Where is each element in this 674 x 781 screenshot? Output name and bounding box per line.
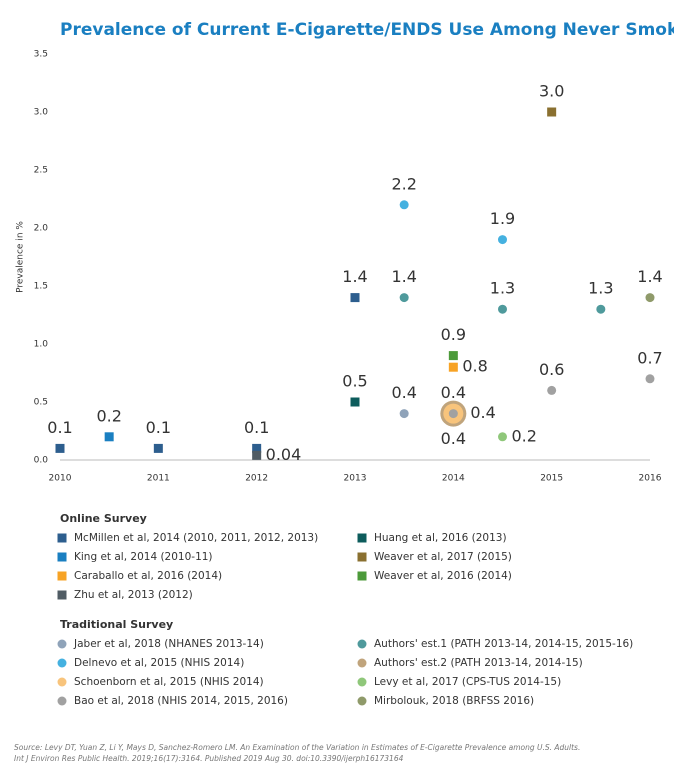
y-tick-label: 2.0 (34, 224, 49, 234)
y-tick-label: 1.0 (34, 340, 49, 350)
point (350, 397, 360, 407)
y-tick-label: 2.5 (34, 166, 48, 176)
legend-label: Caraballo et al, 2016 (2014) (74, 570, 222, 582)
data-label: 0.04 (266, 445, 302, 464)
legend-marker (57, 571, 67, 581)
data-label: 0.4 (441, 429, 466, 448)
legend-marker (357, 658, 367, 668)
x-tick-label: 2010 (49, 474, 72, 484)
point (498, 432, 507, 442)
legend-marker (57, 639, 67, 649)
data-label: 1.4 (637, 267, 662, 286)
chart-title: Prevalence of Current E-Cigarette/ENDS U… (60, 20, 674, 40)
data-label: 0.2 (96, 406, 121, 425)
data-label: 0.4 (391, 383, 416, 402)
point (547, 107, 557, 117)
legend-label: Huang et al, 2016 (2013) (374, 532, 507, 544)
point (399, 200, 409, 210)
y-tick-label: 3.5 (34, 50, 48, 60)
data-label: 0.1 (244, 418, 269, 437)
point (153, 443, 163, 453)
data-label: 1.4 (342, 267, 367, 286)
point (350, 293, 360, 303)
legend-marker (57, 533, 67, 543)
data-label: 0.5 (342, 372, 367, 391)
point (645, 293, 655, 303)
legend-label: Authors' est.2 (PATH 2013-14, 2014-15) (374, 657, 583, 669)
data-label: 1.3 (490, 279, 515, 298)
point (498, 304, 507, 314)
point (104, 432, 114, 442)
data-label: 0.4 (470, 403, 495, 422)
x-tick-label: 2012 (245, 474, 268, 484)
data-label: 0.1 (146, 418, 171, 437)
source-note: Source: Levy DT, Yuan Z, Li Y, Mays D, S… (14, 743, 580, 752)
legend-label: Weaver et al, 2016 (2014) (374, 570, 512, 582)
point (399, 409, 409, 419)
x-tick-label: 2014 (442, 474, 465, 484)
x-tick-label: 2011 (147, 474, 170, 484)
x-tick-label: 2016 (639, 474, 662, 484)
point (252, 450, 262, 460)
point (448, 362, 458, 372)
point (399, 293, 409, 303)
legend-label: Schoenborn et al, 2015 (NHIS 2014) (74, 676, 264, 688)
legend-marker (357, 533, 367, 543)
y-tick-label: 3.0 (34, 108, 49, 118)
legend-marker (57, 677, 67, 687)
legend-marker (357, 639, 367, 649)
data-label: 1.9 (490, 209, 515, 228)
point (448, 409, 458, 419)
point (252, 443, 262, 453)
y-tick-label: 0.5 (34, 398, 48, 408)
legend-marker (57, 696, 67, 706)
legend-label: Levy et al, 2017 (CPS-TUS 2014-15) (374, 676, 561, 688)
source-note: Int J Environ Res Public Health. 2019;16… (14, 754, 404, 763)
legend-title: Online Survey (60, 512, 147, 525)
legend-label: Jaber et al, 2018 (NHANES 2013-14) (73, 638, 264, 650)
data-label: 0.6 (539, 360, 564, 379)
legend-marker (57, 590, 67, 600)
data-label: 2.2 (391, 174, 416, 193)
legend-label: McMillen et al, 2014 (2010, 2011, 2012, … (74, 532, 318, 544)
point (55, 443, 65, 453)
data-label: 0.4 (441, 383, 466, 402)
legend-title: Traditional Survey (60, 618, 173, 631)
x-tick-label: 2013 (344, 474, 367, 484)
legend-label: King et al, 2014 (2010-11) (74, 551, 213, 563)
data-label: 0.9 (441, 325, 466, 344)
legend-label: Bao et al, 2018 (NHIS 2014, 2015, 2016) (74, 695, 288, 707)
y-tick-label: 1.5 (34, 282, 48, 292)
legend-label: Authors' est.1 (PATH 2013-14, 2014-15, 2… (374, 638, 633, 650)
legend-label: Delnevo et al, 2015 (NHIS 2014) (74, 657, 244, 669)
data-label: 3.0 (539, 82, 564, 101)
y-axis-label: Prevalence in % (16, 221, 26, 293)
y-tick-label: 0.0 (34, 456, 49, 466)
legend-marker (357, 571, 367, 581)
data-label: 1.4 (391, 267, 416, 286)
point (498, 235, 507, 245)
legend-label: Mirbolouk, 2018 (BRFSS 2016) (374, 695, 534, 707)
data-label: 0.8 (462, 357, 487, 376)
legend-marker (357, 552, 367, 562)
point (645, 374, 655, 384)
legend-marker (357, 696, 367, 706)
legend-label: Weaver et al, 2017 (2015) (374, 551, 512, 563)
point (547, 385, 557, 395)
data-label: 1.3 (588, 279, 613, 298)
data-label: 0.2 (512, 426, 537, 445)
point (448, 351, 458, 361)
point (596, 304, 606, 314)
legend-label: Zhu et al, 2013 (2012) (74, 589, 193, 601)
legend-marker (357, 677, 367, 687)
legend-marker (57, 658, 67, 668)
legend-marker (57, 552, 67, 562)
data-label: 0.1 (47, 418, 72, 437)
data-label: 0.7 (637, 348, 662, 367)
x-tick-label: 2015 (540, 474, 563, 484)
